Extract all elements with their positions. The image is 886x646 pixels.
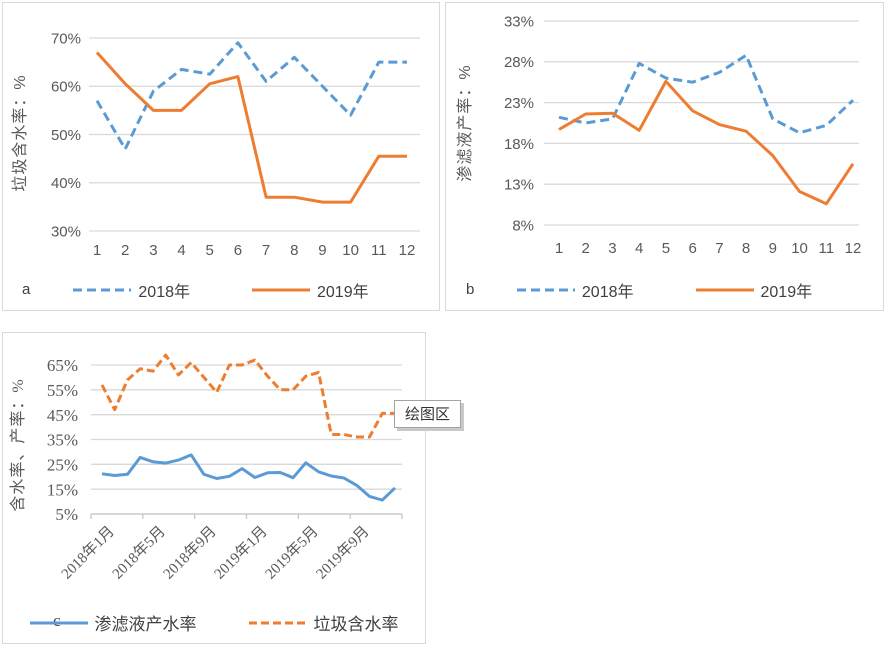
y-tick-label: 18% xyxy=(504,136,534,153)
y-tick-label: 15% xyxy=(47,480,78,499)
chart-b-legend: 2018年 2019年 xyxy=(446,278,883,302)
x-tick-label: 2018年9月 xyxy=(160,523,220,583)
y-tick-label: 60% xyxy=(51,79,81,96)
legend-label: 2019年 xyxy=(760,284,813,301)
legend-line-sample xyxy=(248,621,307,624)
x-tick-label: 8 xyxy=(742,240,750,257)
chart-c-legend-items: 渗滤液产水率 垃圾含水率 xyxy=(29,610,399,635)
y-tick-label: 23% xyxy=(504,95,534,112)
x-tick-label: 12 xyxy=(845,240,862,257)
y-tick-label: 70% xyxy=(51,30,81,47)
y-tick-label: 25% xyxy=(47,455,78,474)
x-tick-label: 6 xyxy=(234,242,242,259)
chart-b-legend-items: 2018年 2019年 xyxy=(516,278,813,302)
x-tick-label: 7 xyxy=(262,242,270,259)
y-tick-label: 45% xyxy=(47,406,78,425)
x-tick-label: 1 xyxy=(93,242,101,259)
x-tick-label: 10 xyxy=(791,240,808,257)
y-axis-title: 渗滤液产率：% xyxy=(456,64,474,181)
x-tick-label: 2018年5月 xyxy=(109,523,169,583)
x-tick-label: 7 xyxy=(715,240,723,257)
legend-line-sample xyxy=(516,288,575,292)
x-tick-label: 2 xyxy=(582,240,590,257)
chart-c-plot: 65% 55% 45% 35% 25% 15% 5%2018年1月2018年5月2018年9… xyxy=(9,353,403,583)
y-tick-label: 50% xyxy=(51,127,81,144)
legend-label: 2019年 xyxy=(317,284,369,301)
y-axis-title: 垃圾含水率：% xyxy=(11,74,29,191)
legend-item[interactable]: 渗滤液产水率 xyxy=(29,610,197,635)
y-axis-title: 含水率、产率：% xyxy=(9,378,27,511)
y-tick-label: 33% xyxy=(504,13,534,30)
legend-label: 2018年 xyxy=(138,284,190,301)
y-tick-label: 40% xyxy=(51,175,81,192)
y-tick-label: 55% xyxy=(47,381,78,400)
x-tick-label: 12 xyxy=(399,242,416,259)
x-tick-label: 5 xyxy=(662,240,670,257)
chart-panel-c[interactable]: 65% 55% 45% 35% 25% 15% 5% 2018年1月 2018年5月 2018年9… xyxy=(2,332,462,644)
y-tick-label: 35% xyxy=(47,431,78,450)
legend-line-sample xyxy=(29,621,88,624)
x-tick-label: 11 xyxy=(371,242,387,259)
legend-line-sample xyxy=(695,288,754,292)
legend-item[interactable]: 2019年 xyxy=(252,278,369,302)
y-tick-label: 8% xyxy=(512,217,534,234)
legend-item[interactable]: 2018年 xyxy=(516,278,634,302)
legend-line-sample xyxy=(252,288,310,292)
legend-label: 垃圾含水率 xyxy=(313,615,399,634)
x-tick-label: 2 xyxy=(121,242,129,259)
x-tick-label: 2019年9月 xyxy=(313,523,373,583)
x-tick-label: 9 xyxy=(318,242,326,259)
plot-area-tooltip: 绘图区 xyxy=(394,400,462,428)
series-line-渗滤液产水率 xyxy=(101,453,397,502)
y-tick-label: 5% xyxy=(55,505,78,524)
chart-panel-b[interactable]: 33% 28% 23% 18% 13% 8% 1 2 3 4 5 6 7 8 9 10 11 12 渗滤液产率：% … xyxy=(445,2,884,311)
x-tick-label: 6 xyxy=(688,240,696,257)
chart-c-legend: 渗滤液产水率 垃圾含水率 xyxy=(3,610,425,635)
legend-label: 2018年 xyxy=(581,284,634,301)
x-tick-label: 5 xyxy=(206,242,214,259)
series-line-2019年 xyxy=(558,79,855,206)
x-tick-label: 2019年1月 xyxy=(211,523,271,583)
chart-a-legend: 2018年 2019年 xyxy=(3,278,439,302)
x-tick-label: 2019年5月 xyxy=(262,523,322,583)
series-line-垃圾含水率 xyxy=(100,353,395,439)
y-tick-label: 28% xyxy=(504,54,534,71)
panel-label-a: a xyxy=(22,281,31,298)
x-tick-label: 8 xyxy=(290,242,298,259)
y-tick-label: 30% xyxy=(51,223,81,240)
panel-label-b: b xyxy=(466,281,475,298)
x-tick-label: 9 xyxy=(769,240,777,257)
chart-a-legend-items: 2018年 2019年 xyxy=(73,278,369,302)
series-line-2019年 xyxy=(95,51,407,204)
x-tick-label: 1 xyxy=(555,240,563,257)
legend-line-sample xyxy=(73,288,132,292)
panel-label-c: c xyxy=(53,611,61,630)
x-tick-label: 10 xyxy=(342,242,359,259)
x-tick-label: 2018年1月 xyxy=(58,523,118,583)
legend-item[interactable]: 2019年 xyxy=(695,278,813,302)
y-tick-label: 65% xyxy=(47,356,78,375)
plot-area-tooltip-text: 绘图区 xyxy=(405,406,451,423)
legend-item[interactable]: 2018年 xyxy=(73,278,190,302)
legend-item[interactable]: 垃圾含水率 xyxy=(248,610,399,635)
x-tick-label: 4 xyxy=(177,242,185,259)
x-tick-label: 3 xyxy=(149,242,157,259)
x-tick-label: 4 xyxy=(635,240,643,257)
legend-label: 渗滤液产水率 xyxy=(94,615,197,634)
y-tick-label: 13% xyxy=(504,177,534,194)
x-tick-label: 11 xyxy=(818,240,834,257)
x-tick-label: 3 xyxy=(608,240,616,257)
series-line-2018年 xyxy=(558,53,855,135)
chart-panel-a[interactable]: 70% 60% 50% 40% 30% 1 2 3 4 5 6 7 8 9 10 11 12 垃圾含水率：% a … xyxy=(2,2,440,311)
